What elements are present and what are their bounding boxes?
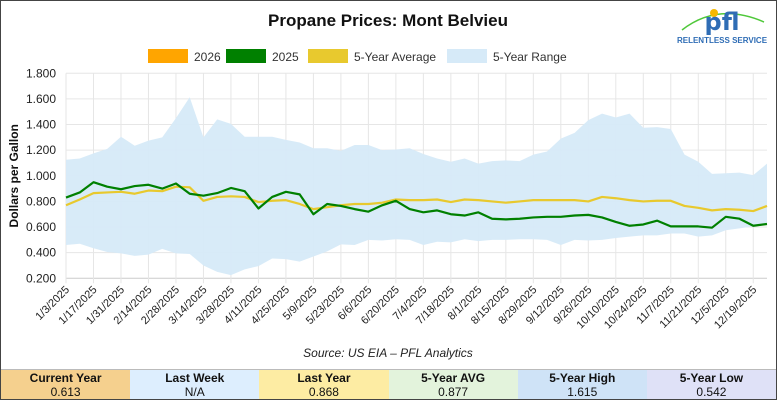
- stat-5yr-avg: 5-Year AVG 0.877: [388, 370, 518, 399]
- y-tick-label: 0.600: [26, 220, 56, 234]
- legend-label: 5-Year Range: [493, 50, 567, 64]
- stat-value: 1.615: [567, 385, 598, 399]
- legend-swatch: [148, 49, 188, 63]
- y-tick-label: 0.800: [26, 194, 56, 208]
- y-axis-label: Dollars per Gallon: [7, 124, 21, 227]
- legend-label: 2025: [272, 50, 299, 64]
- y-tick-label: 0.400: [26, 246, 56, 260]
- stat-current-year: Current Year 0.613: [1, 370, 131, 399]
- stats-bar: Current Year 0.613 Last Week N/A Last Year…: [1, 369, 777, 399]
- stat-label: 5-Year AVG: [421, 371, 486, 385]
- propane-price-chart: Propane Prices: Mont Belvieu 2026 2025 5-Ye…: [7, 11, 768, 360]
- series-line-2025: [65, 181, 768, 229]
- five-year-range-area: [66, 97, 767, 276]
- stat-value: 0.868: [308, 385, 339, 399]
- y-tick-label: 1.000: [26, 169, 56, 183]
- series-line-5-year-average: [65, 185, 768, 213]
- y-tick-label: 1.600: [26, 92, 56, 106]
- logo-text: pfl: [704, 8, 740, 36]
- stat-label: 5-Year Low: [679, 371, 744, 385]
- legend-swatch: [447, 49, 487, 63]
- y-tick-label: 1.400: [26, 118, 56, 132]
- source-note: Source: US EIA – PFL Analytics: [303, 346, 473, 360]
- stat-label: Current Year: [29, 371, 102, 385]
- stat-5yr-low: 5-Year Low 0.542: [646, 370, 777, 399]
- legend-label: 2026: [194, 50, 221, 64]
- stat-value: 0.613: [50, 385, 81, 399]
- stat-last-week: Last Week N/A: [130, 370, 260, 399]
- y-tick-label: 1.200: [26, 143, 56, 157]
- stat-label: 5-Year High: [549, 371, 616, 385]
- stat-value: 0.877: [438, 385, 469, 399]
- y-tick-label: 0.200: [26, 271, 56, 285]
- logo-arc-icon: [681, 9, 765, 31]
- legend-label: 5-Year Average: [354, 50, 436, 64]
- legend-swatch: [308, 49, 348, 63]
- logo-tagline: RELENTLESS SERVICE: [676, 36, 768, 45]
- chart-title: Propane Prices: Mont Belvieu: [268, 11, 508, 30]
- pfl-logo: pfl RELENTLESS SERVICE: [672, 4, 772, 46]
- stat-value: 0.542: [696, 385, 727, 399]
- legend-swatch: [226, 49, 266, 63]
- stat-last-year: Last Year 0.868: [259, 370, 389, 399]
- stat-label: Last Week: [165, 371, 225, 385]
- stat-label: Last Year: [297, 371, 351, 385]
- y-tick-label: 1.800: [26, 66, 56, 80]
- stat-value: N/A: [184, 385, 205, 399]
- stat-5yr-high: 5-Year High 1.615: [517, 370, 647, 399]
